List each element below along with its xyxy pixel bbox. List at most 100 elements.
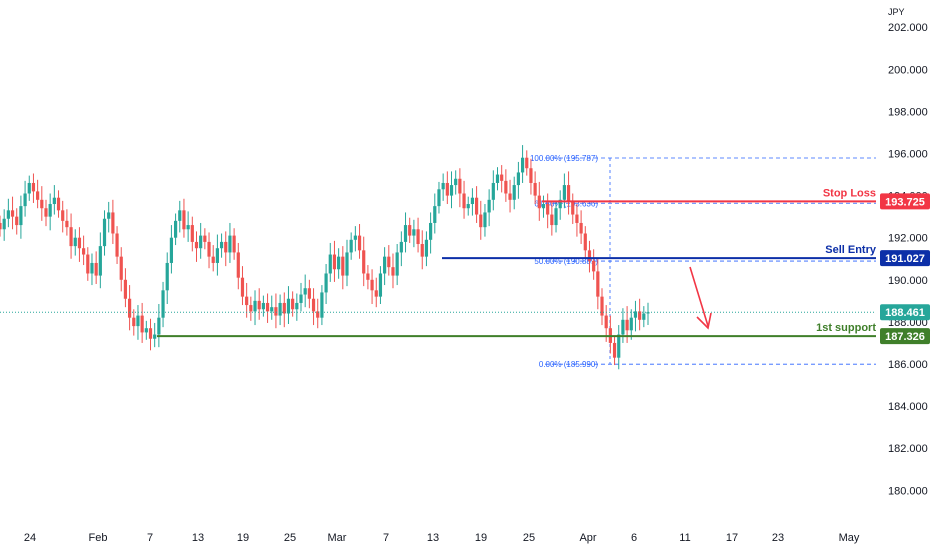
y-tick-label: 180.000: [888, 485, 928, 497]
y-tick-label: 196.000: [888, 149, 928, 161]
y-tick-label: 186.000: [888, 359, 928, 371]
candle-body: [525, 157, 529, 169]
y-tick-label: 190.000: [888, 275, 928, 287]
candle-body: [604, 315, 608, 329]
candle-body: [357, 235, 362, 251]
candle-body: [646, 312, 650, 314]
fib-level-label: 61.80% (193.636): [534, 199, 598, 208]
candle-body: [516, 172, 520, 186]
level-price-tags: Stop Loss 193.725 Sell Entry 191.027 1st sup…: [816, 187, 930, 345]
fibonacci-retracement: 100.00% (195.787) 61.80% (193.636) 50.00% …: [530, 154, 876, 369]
candle-body: [621, 319, 625, 335]
candle-body: [232, 235, 236, 253]
x-tick-label: 7: [147, 532, 153, 544]
candle-body: [449, 185, 454, 196]
candle-body: [416, 229, 420, 245]
candle-body: [529, 168, 533, 183]
candle-body: [52, 197, 56, 205]
candle-body: [207, 241, 211, 257]
x-tick-label: 17: [726, 532, 738, 544]
candle-body: [61, 210, 65, 221]
candle-body: [286, 298, 291, 314]
candle-body: [533, 182, 537, 196]
candle-body: [211, 256, 215, 263]
candle-body: [261, 302, 265, 310]
candle-body: [520, 157, 525, 173]
candle-body: [0, 222, 2, 230]
fib-level-label: 0.00% (185.990): [539, 360, 598, 369]
candle-body: [90, 262, 94, 274]
candle-body: [119, 256, 123, 280]
candle-body: [132, 317, 136, 327]
candle-body: [77, 237, 82, 249]
candle-body: [445, 182, 449, 196]
candle-body: [575, 214, 579, 223]
candle-body: [612, 342, 617, 358]
candle-body: [546, 204, 550, 215]
candle-body: [56, 197, 61, 211]
sell-entry-price-value: 191.027: [885, 253, 925, 265]
candle-body: [353, 235, 357, 240]
candle-body: [383, 256, 387, 274]
candle-body: [215, 248, 219, 263]
candle-body: [157, 317, 161, 335]
candle-body: [228, 235, 232, 253]
y-tick-label: 192.000: [888, 233, 928, 245]
y-tick-label: 202.000: [888, 22, 928, 34]
candle-body: [366, 273, 370, 280]
candle-body: [27, 182, 31, 194]
candle-body: [345, 252, 349, 276]
candle-body: [23, 193, 27, 207]
candle-body: [412, 229, 416, 236]
candle-body: [40, 199, 44, 209]
candle-body: [320, 292, 324, 318]
candle-body: [592, 260, 596, 272]
candle-body: [596, 271, 600, 297]
candle-body: [579, 222, 583, 234]
candle-body: [462, 193, 466, 209]
candle-body: [291, 298, 295, 310]
candle-body: [69, 227, 73, 247]
candle-body: [337, 256, 341, 270]
candle-body: [48, 204, 52, 217]
candle-body: [203, 235, 207, 242]
candle-body: [537, 195, 541, 209]
candle-body: [541, 204, 546, 209]
candle-body: [270, 307, 274, 312]
candle-body: [282, 302, 286, 314]
candle-body: [10, 210, 15, 217]
x-tick-label: Apr: [579, 532, 596, 544]
candle-body: [617, 334, 621, 358]
candle-body: [165, 262, 169, 291]
candle-body: [224, 241, 228, 253]
candle-body: [474, 197, 479, 215]
candle-body: [15, 216, 19, 226]
candle-body: [508, 193, 512, 200]
x-tick-label: 25: [284, 532, 296, 544]
candle-body: [566, 185, 571, 202]
candle-body: [332, 254, 337, 270]
candle-body: [642, 313, 646, 320]
candle-body: [324, 273, 328, 293]
candle-body: [466, 204, 470, 209]
x-tick-label: 7: [383, 532, 389, 544]
candle-body: [148, 328, 153, 339]
candle-body: [587, 250, 592, 261]
currency-label: JPY: [888, 7, 905, 17]
candle-body: [638, 311, 642, 320]
candle-body: [128, 298, 132, 318]
candle-body: [370, 279, 374, 291]
support-label: 1st support: [816, 322, 876, 334]
time-axis[interactable]: 24 Feb 7 13 19 25 Mar 7 13 19 25 Apr 6 11 17 23 May: [24, 532, 860, 544]
candle-body: [153, 334, 157, 339]
y-tick-label: 198.000: [888, 106, 928, 118]
y-tick-label: 184.000: [888, 401, 928, 413]
candle-body: [240, 277, 245, 297]
candle-body: [391, 267, 395, 276]
y-tick-label: 200.000: [888, 64, 928, 76]
candle-body: [470, 197, 475, 205]
x-tick-label: 6: [631, 532, 637, 544]
candle-body: [107, 212, 111, 219]
candle-body: [278, 302, 282, 316]
